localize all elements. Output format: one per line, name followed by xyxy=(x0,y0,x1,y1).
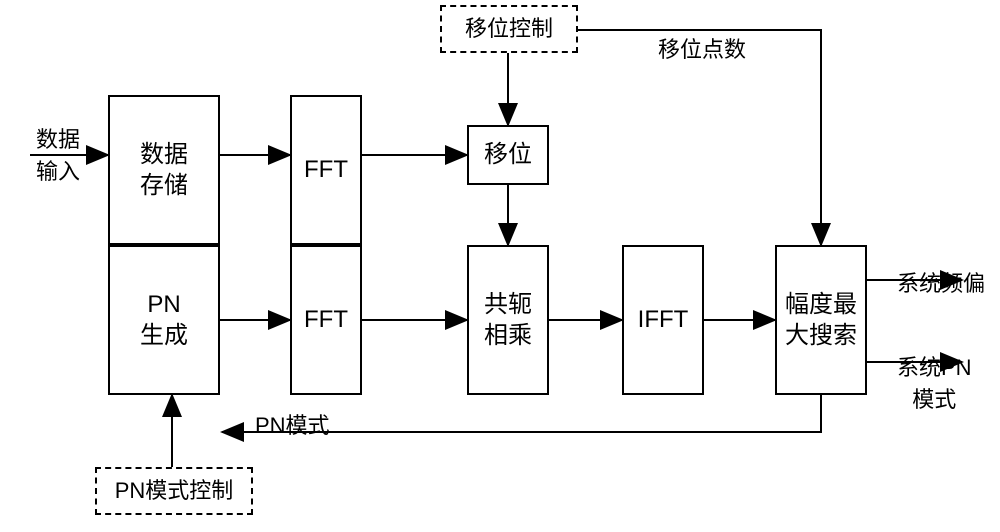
label-sys-pn-mode: 系统PN 模式 xyxy=(897,350,972,414)
block-pn-gen-label: PN 生成 xyxy=(140,289,188,351)
block-pn-mode-ctrl-label: PN模式控制 xyxy=(115,477,234,506)
block-fft-top-label: FFT xyxy=(304,154,348,185)
block-shift-ctrl-label: 移位控制 xyxy=(465,15,553,44)
block-data-storage-label: 数据 存储 xyxy=(140,139,188,201)
block-shift-ctrl: 移位控制 xyxy=(440,5,578,53)
block-ifft: IFFT xyxy=(622,245,704,395)
block-shift-label: 移位 xyxy=(484,139,532,170)
block-fft-top: FFT xyxy=(290,95,362,245)
block-shift: 移位 xyxy=(467,125,549,185)
label-shift-points: 移位点数 xyxy=(658,32,746,64)
label-sys-freq-offset: 系统频偏 xyxy=(897,266,985,298)
block-ifft-label: IFFT xyxy=(638,304,689,335)
block-max-search-label: 幅度最 大搜索 xyxy=(785,289,857,351)
block-max-search: 幅度最 大搜索 xyxy=(775,245,867,395)
block-pn-gen: PN 生成 xyxy=(108,245,220,395)
block-fft-bottom-label: FFT xyxy=(304,304,348,335)
block-pn-mode-ctrl: PN模式控制 xyxy=(95,467,253,515)
label-pn-mode: PN模式 xyxy=(255,408,330,440)
block-conj-mult: 共轭 相乘 xyxy=(467,245,549,395)
data-input-label: 数据 输入 xyxy=(18,122,98,186)
block-conj-mult-label: 共轭 相乘 xyxy=(484,289,532,351)
block-data-storage: 数据 存储 xyxy=(108,95,220,245)
block-fft-bottom: FFT xyxy=(290,245,362,395)
